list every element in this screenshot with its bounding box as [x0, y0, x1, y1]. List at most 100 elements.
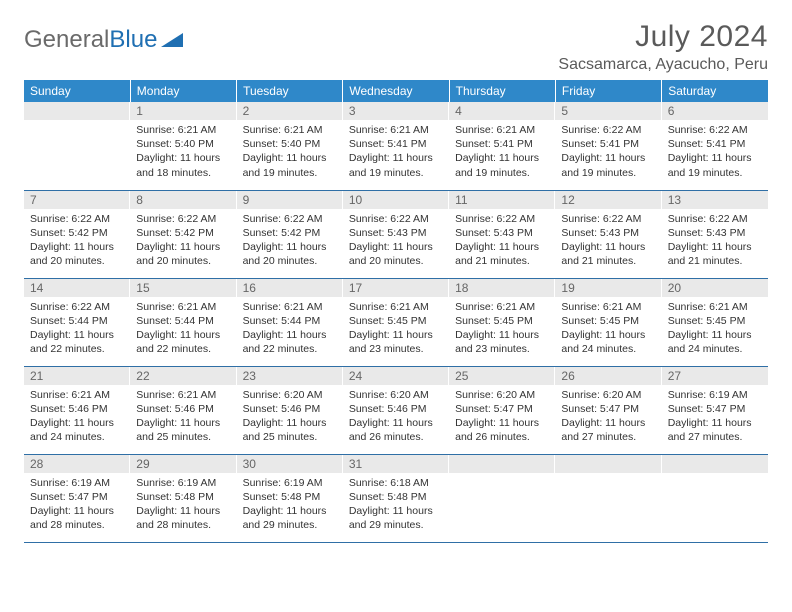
day-details: Sunrise: 6:21 AMSunset: 5:45 PMDaylight:…: [662, 297, 768, 361]
day-details: Sunrise: 6:22 AMSunset: 5:43 PMDaylight:…: [555, 209, 661, 273]
calendar-cell: 13Sunrise: 6:22 AMSunset: 5:43 PMDayligh…: [662, 190, 768, 278]
calendar-cell: 7Sunrise: 6:22 AMSunset: 5:42 PMDaylight…: [24, 190, 130, 278]
sunset-line: Sunset: 5:42 PM: [136, 226, 230, 240]
sunset-line: Sunset: 5:44 PM: [136, 314, 230, 328]
day-details: Sunrise: 6:21 AMSunset: 5:44 PMDaylight:…: [130, 297, 236, 361]
sunrise-line: Sunrise: 6:22 AM: [136, 212, 230, 226]
logo-triangle-icon: [161, 31, 183, 47]
calendar-cell: 18Sunrise: 6:21 AMSunset: 5:45 PMDayligh…: [449, 278, 555, 366]
daylight-line: Daylight: 11 hours and 23 minutes.: [349, 328, 443, 356]
calendar-cell: 29Sunrise: 6:19 AMSunset: 5:48 PMDayligh…: [130, 454, 236, 542]
sunrise-line: Sunrise: 6:19 AM: [30, 476, 124, 490]
sunrise-line: Sunrise: 6:21 AM: [30, 388, 124, 402]
sunset-line: Sunset: 5:47 PM: [668, 402, 762, 416]
sunrise-line: Sunrise: 6:22 AM: [349, 212, 443, 226]
sunrise-line: Sunrise: 6:20 AM: [561, 388, 655, 402]
calendar-cell: 15Sunrise: 6:21 AMSunset: 5:44 PMDayligh…: [130, 278, 236, 366]
day-number: 21: [24, 367, 130, 385]
day-details: Sunrise: 6:21 AMSunset: 5:46 PMDaylight:…: [24, 385, 130, 449]
logo: GeneralBlue: [24, 20, 183, 54]
sunrise-line: Sunrise: 6:22 AM: [455, 212, 549, 226]
day-number: 12: [555, 191, 661, 209]
sunset-line: Sunset: 5:45 PM: [349, 314, 443, 328]
day-number: 23: [237, 367, 343, 385]
day-details: Sunrise: 6:19 AMSunset: 5:48 PMDaylight:…: [237, 473, 343, 537]
daylight-line: Daylight: 11 hours and 20 minutes.: [30, 240, 124, 268]
weekday-header: Thursday: [449, 80, 555, 102]
daylight-line: Daylight: 11 hours and 21 minutes.: [668, 240, 762, 268]
day-number: 4: [449, 102, 555, 120]
calendar-cell: 14Sunrise: 6:22 AMSunset: 5:44 PMDayligh…: [24, 278, 130, 366]
day-details: Sunrise: 6:21 AMSunset: 5:41 PMDaylight:…: [449, 120, 555, 184]
weekday-header: Saturday: [662, 80, 768, 102]
calendar-week-row: 1Sunrise: 6:21 AMSunset: 5:40 PMDaylight…: [24, 102, 768, 190]
sunrise-line: Sunrise: 6:21 AM: [349, 300, 443, 314]
sunset-line: Sunset: 5:47 PM: [561, 402, 655, 416]
sunrise-line: Sunrise: 6:21 AM: [349, 123, 443, 137]
sunset-line: Sunset: 5:45 PM: [561, 314, 655, 328]
daylight-line: Daylight: 11 hours and 20 minutes.: [349, 240, 443, 268]
calendar-cell: 5Sunrise: 6:22 AMSunset: 5:41 PMDaylight…: [555, 102, 661, 190]
sunset-line: Sunset: 5:41 PM: [561, 137, 655, 151]
daylight-line: Daylight: 11 hours and 25 minutes.: [243, 416, 337, 444]
calendar-cell: 31Sunrise: 6:18 AMSunset: 5:48 PMDayligh…: [343, 454, 449, 542]
daylight-line: Daylight: 11 hours and 23 minutes.: [455, 328, 549, 356]
weekday-header: Monday: [130, 80, 236, 102]
sunrise-line: Sunrise: 6:21 AM: [455, 300, 549, 314]
daylight-line: Daylight: 11 hours and 28 minutes.: [136, 504, 230, 532]
weekday-header: Sunday: [24, 80, 130, 102]
sunset-line: Sunset: 5:40 PM: [136, 137, 230, 151]
day-details: Sunrise: 6:21 AMSunset: 5:45 PMDaylight:…: [555, 297, 661, 361]
day-number: 7: [24, 191, 130, 209]
calendar-cell: 26Sunrise: 6:20 AMSunset: 5:47 PMDayligh…: [555, 366, 661, 454]
day-number: 6: [662, 102, 768, 120]
sunset-line: Sunset: 5:46 PM: [30, 402, 124, 416]
sunset-line: Sunset: 5:44 PM: [243, 314, 337, 328]
day-number: [555, 455, 661, 473]
calendar-cell: [24, 102, 130, 190]
calendar-cell: 19Sunrise: 6:21 AMSunset: 5:45 PMDayligh…: [555, 278, 661, 366]
calendar-cell: 28Sunrise: 6:19 AMSunset: 5:47 PMDayligh…: [24, 454, 130, 542]
sunrise-line: Sunrise: 6:21 AM: [136, 388, 230, 402]
weekday-header: Tuesday: [237, 80, 343, 102]
day-number: 11: [449, 191, 555, 209]
sunrise-line: Sunrise: 6:19 AM: [668, 388, 762, 402]
sunset-line: Sunset: 5:43 PM: [455, 226, 549, 240]
day-number: 31: [343, 455, 449, 473]
calendar-cell: [662, 454, 768, 542]
day-details: Sunrise: 6:22 AMSunset: 5:42 PMDaylight:…: [24, 209, 130, 273]
daylight-line: Daylight: 11 hours and 20 minutes.: [136, 240, 230, 268]
day-details: Sunrise: 6:22 AMSunset: 5:41 PMDaylight:…: [662, 120, 768, 184]
day-details: Sunrise: 6:21 AMSunset: 5:46 PMDaylight:…: [130, 385, 236, 449]
sunset-line: Sunset: 5:42 PM: [243, 226, 337, 240]
day-details: Sunrise: 6:22 AMSunset: 5:44 PMDaylight:…: [24, 297, 130, 361]
day-details: Sunrise: 6:21 AMSunset: 5:45 PMDaylight:…: [449, 297, 555, 361]
sunrise-line: Sunrise: 6:21 AM: [243, 123, 337, 137]
day-number: 2: [237, 102, 343, 120]
logo-text-blue: Blue: [109, 26, 157, 54]
sunrise-line: Sunrise: 6:22 AM: [30, 300, 124, 314]
day-details: Sunrise: 6:21 AMSunset: 5:40 PMDaylight:…: [130, 120, 236, 184]
sunrise-line: Sunrise: 6:21 AM: [668, 300, 762, 314]
day-number: [449, 455, 555, 473]
calendar-cell: 1Sunrise: 6:21 AMSunset: 5:40 PMDaylight…: [130, 102, 236, 190]
calendar-cell: 25Sunrise: 6:20 AMSunset: 5:47 PMDayligh…: [449, 366, 555, 454]
calendar-cell: 8 Sunrise: 6:22 AMSunset: 5:42 PMDaylight…: [130, 190, 236, 278]
calendar-week-row: 28Sunrise: 6:19 AMSunset: 5:47 PMDayligh…: [24, 454, 768, 542]
daylight-line: Daylight: 11 hours and 22 minutes.: [243, 328, 337, 356]
calendar-cell: 17Sunrise: 6:21 AMSunset: 5:45 PMDayligh…: [343, 278, 449, 366]
daylight-line: Daylight: 11 hours and 26 minutes.: [455, 416, 549, 444]
day-number: 8: [130, 191, 236, 209]
day-number: 29: [130, 455, 236, 473]
day-number: 22: [130, 367, 236, 385]
daylight-line: Daylight: 11 hours and 22 minutes.: [136, 328, 230, 356]
day-number: 20: [662, 279, 768, 297]
daylight-line: Daylight: 11 hours and 29 minutes.: [243, 504, 337, 532]
sunset-line: Sunset: 5:46 PM: [243, 402, 337, 416]
sunrise-line: Sunrise: 6:21 AM: [243, 300, 337, 314]
sunrise-line: Sunrise: 6:21 AM: [136, 300, 230, 314]
daylight-line: Daylight: 11 hours and 19 minutes.: [668, 151, 762, 179]
sunset-line: Sunset: 5:46 PM: [136, 402, 230, 416]
sunrise-line: Sunrise: 6:21 AM: [136, 123, 230, 137]
sunset-line: Sunset: 5:47 PM: [455, 402, 549, 416]
